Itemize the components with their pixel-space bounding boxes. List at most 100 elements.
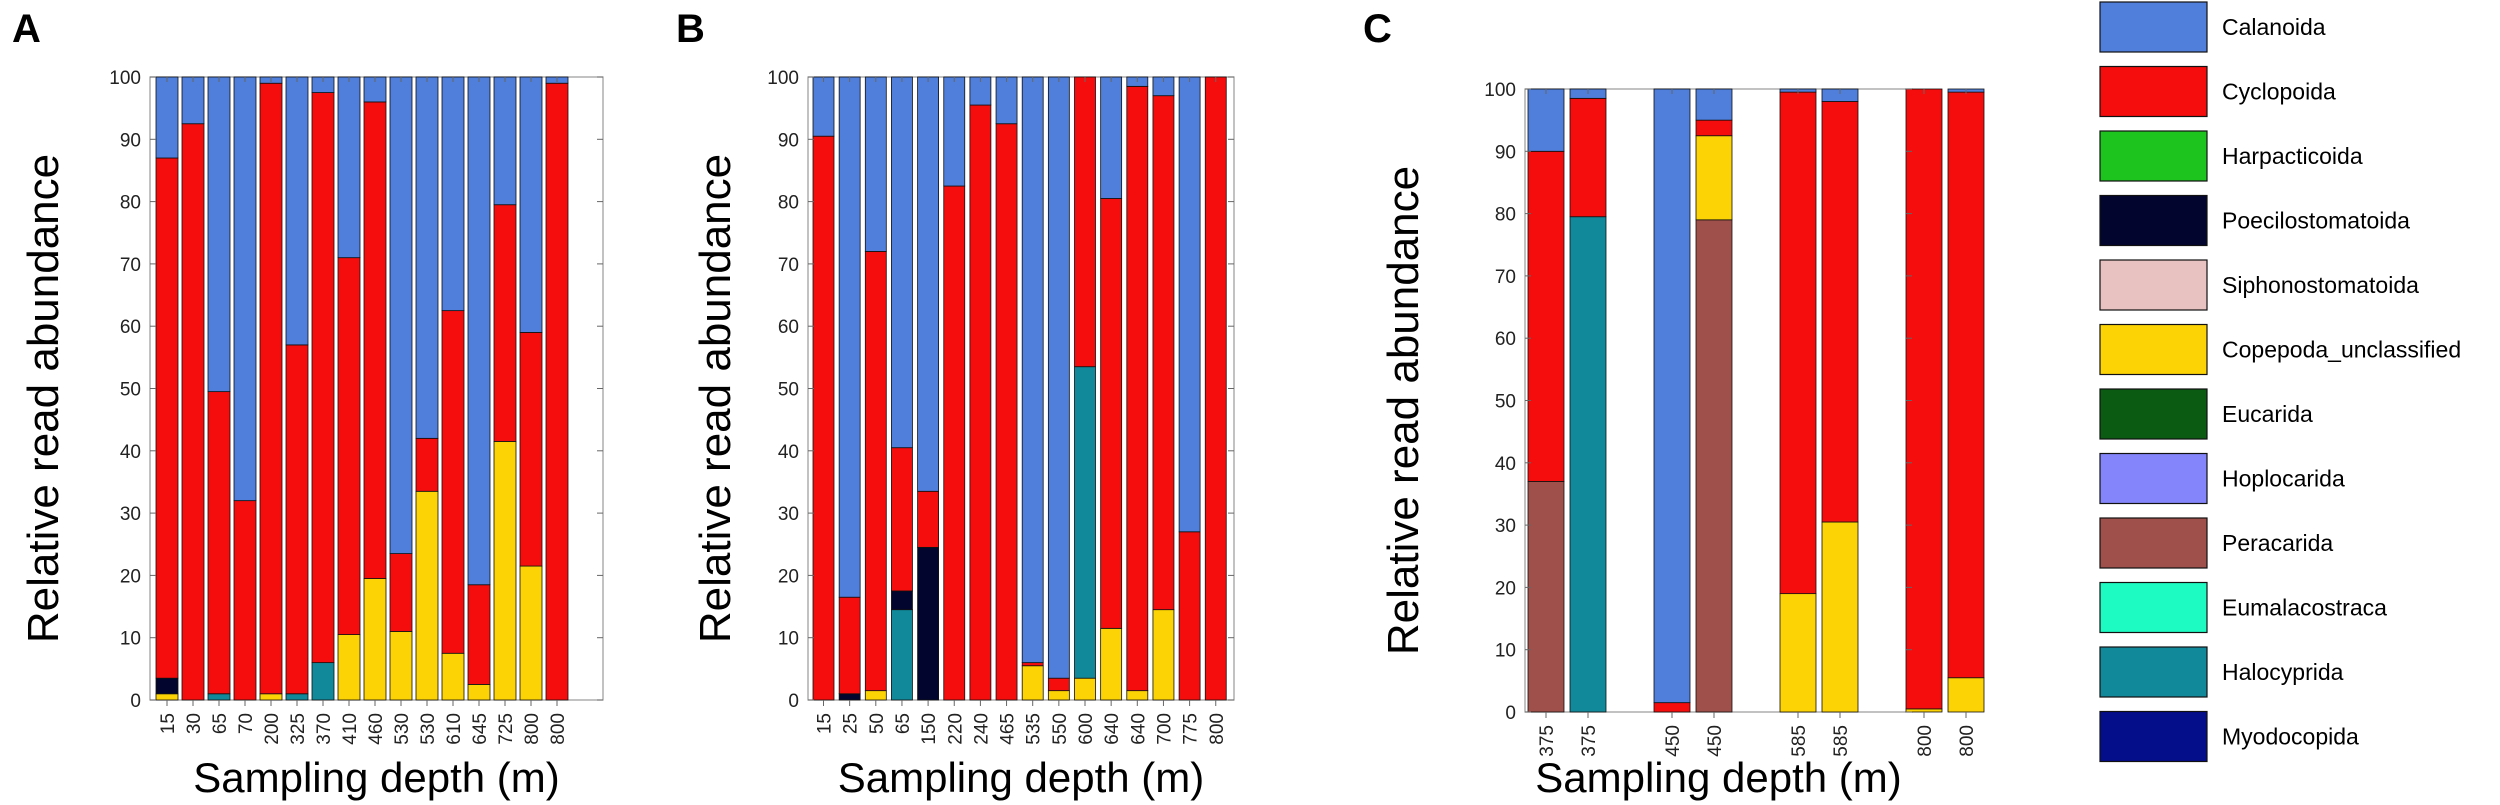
y-tick-label: 100 bbox=[109, 68, 141, 89]
legend-label: Copepoda_unclassified bbox=[2222, 337, 2461, 363]
y-tick-label: 70 bbox=[778, 255, 799, 276]
legend-label: Peracarida bbox=[2222, 530, 2333, 556]
y-tick-label: 10 bbox=[1495, 641, 1516, 662]
legend-label: Cyclopoida bbox=[2222, 79, 2336, 105]
x-tick-label: 450 bbox=[1663, 725, 1684, 757]
bar-segment-calanoida bbox=[1021, 76, 1044, 664]
legend: Calanoida Cyclopoida Harpacticoida Poecilos… bbox=[2099, 1, 2461, 763]
bar-segment-calanoida bbox=[838, 76, 861, 598]
bar-segment-copepoda-unclassified bbox=[519, 565, 543, 701]
bar-segment-copepoda-unclassified bbox=[1152, 609, 1175, 701]
bar-segment-copepoda-unclassified bbox=[493, 441, 517, 701]
bar-segment-calanoida bbox=[285, 76, 309, 346]
bar-segment-poecilostomatoida bbox=[155, 677, 179, 695]
x-tick-label: 410 bbox=[340, 713, 361, 745]
x-tick-label: 200 bbox=[262, 713, 283, 745]
bar-segment-copepoda-unclassified bbox=[1100, 627, 1123, 701]
panel-b: B15 25 50 65 150 220 240 465 535 550 600 640 640 700 7… bbox=[676, 7, 1235, 801]
y-tick-label: 20 bbox=[120, 566, 141, 587]
x-tick-label: 325 bbox=[288, 713, 309, 745]
bar-segment-halocyprida bbox=[311, 662, 335, 701]
y-tick-label: 50 bbox=[778, 380, 799, 401]
bar-segment-peracarida bbox=[1695, 219, 1733, 713]
y-tick-label: 70 bbox=[120, 255, 141, 276]
x-tick-label: 600 bbox=[1076, 713, 1097, 745]
legend-label: Siphonostomatoida bbox=[2222, 272, 2419, 298]
bar-segment-calanoida bbox=[891, 76, 913, 449]
bar-segment-cyclopoida bbox=[207, 391, 231, 695]
bar-segment-cyclopoida bbox=[1100, 198, 1123, 629]
x-tick-label: 30 bbox=[184, 713, 205, 734]
x-tick-label: 220 bbox=[945, 713, 966, 745]
bar-segment-cyclopoida bbox=[363, 101, 387, 579]
y-tick-label: 50 bbox=[120, 380, 141, 401]
x-tick-label: 700 bbox=[1154, 713, 1175, 745]
legend-label: Harpacticoida bbox=[2222, 143, 2363, 169]
bar-segment-cyclopoida bbox=[467, 584, 491, 685]
bar-segment-halocyprida bbox=[1074, 366, 1096, 679]
bar-segment-calanoida bbox=[812, 76, 835, 137]
bar-segment-cyclopoida bbox=[1695, 119, 1733, 137]
bar-segment-cyclopoida bbox=[285, 344, 309, 695]
y-axis-label: Relative read abundance bbox=[19, 154, 68, 643]
y-tick-label: 20 bbox=[778, 566, 799, 587]
x-tick-label: 585 bbox=[1789, 725, 1810, 757]
y-tick-label: 90 bbox=[1495, 142, 1516, 163]
y-axis-label: Relative read abundance bbox=[1379, 166, 1428, 655]
legend-label: Calanoida bbox=[2222, 14, 2326, 40]
bar-segment-calanoida bbox=[155, 76, 179, 159]
bar-segment-copepoda-unclassified bbox=[1779, 593, 1817, 713]
legend-item: Copepoda_unclassified bbox=[2099, 323, 2461, 376]
x-axis-label: Sampling depth (m) bbox=[838, 754, 1205, 801]
legend-swatch bbox=[2099, 388, 2208, 440]
bar-segment-calanoida bbox=[1100, 76, 1123, 199]
y-tick-label: 40 bbox=[1495, 454, 1516, 475]
x-tick-label: 610 bbox=[444, 713, 465, 745]
x-tick-label: 550 bbox=[1050, 713, 1071, 745]
x-tick-label: 530 bbox=[418, 713, 439, 745]
x-tick-label: 50 bbox=[867, 713, 888, 734]
bar-segment-copepoda-unclassified bbox=[1126, 690, 1149, 701]
bar-segment-cyclopoida bbox=[415, 437, 439, 492]
bar-segment-calanoida bbox=[415, 76, 439, 439]
bar-segment-cyclopoida bbox=[1527, 150, 1565, 482]
bar-segment-cyclopoida bbox=[1047, 677, 1070, 692]
bar-segment-copepoda-unclassified bbox=[1947, 677, 1985, 713]
x-tick-label: 375 bbox=[1579, 725, 1600, 757]
bar-segment-calanoida bbox=[943, 76, 966, 187]
x-tick-label: 640 bbox=[1102, 713, 1123, 745]
legend-swatch bbox=[2099, 194, 2208, 247]
bar-segment-cyclopoida bbox=[1178, 531, 1201, 701]
bar-segment-calanoida bbox=[519, 76, 543, 333]
bar-segment-cyclopoida bbox=[1779, 91, 1817, 595]
bar-segment-calanoida bbox=[337, 76, 361, 259]
y-tick-label: 80 bbox=[1495, 205, 1516, 226]
bar-segment-copepoda-unclassified bbox=[1021, 665, 1044, 701]
y-tick-label: 100 bbox=[1484, 80, 1516, 101]
x-tick-label: 450 bbox=[1705, 725, 1726, 757]
bar-segment-cyclopoida bbox=[1021, 662, 1044, 667]
legend-item: Cyclopoida bbox=[2099, 65, 2336, 118]
legend-label: Hoplocarida bbox=[2222, 466, 2345, 492]
x-tick-label: 800 bbox=[1207, 713, 1228, 745]
x-tick-label: 725 bbox=[496, 713, 517, 745]
bar-segment-copepoda-unclassified bbox=[1821, 521, 1859, 713]
bar-segment-cyclopoida bbox=[233, 500, 257, 701]
bar-segment-calanoida bbox=[207, 76, 231, 393]
y-tick-label: 90 bbox=[778, 130, 799, 151]
y-tick-label: 90 bbox=[120, 130, 141, 151]
bar-segment-calanoida bbox=[493, 76, 517, 206]
bar-segment-cyclopoida bbox=[389, 553, 413, 632]
bar-segment-copepoda-unclassified bbox=[467, 684, 491, 701]
panel-letter: A bbox=[12, 7, 41, 51]
legend-label: Eumalacostraca bbox=[2222, 595, 2387, 621]
bar-segment-copepoda-unclassified bbox=[155, 693, 179, 701]
legend-swatch bbox=[2099, 1, 2208, 53]
x-tick-label: 25 bbox=[841, 713, 862, 734]
legend-swatch bbox=[2099, 65, 2208, 118]
bar-segment-cyclopoida bbox=[441, 310, 465, 654]
y-tick-label: 0 bbox=[130, 691, 141, 712]
legend-item: Halocyprida bbox=[2099, 646, 2344, 698]
bar-segment-calanoida bbox=[389, 76, 413, 554]
